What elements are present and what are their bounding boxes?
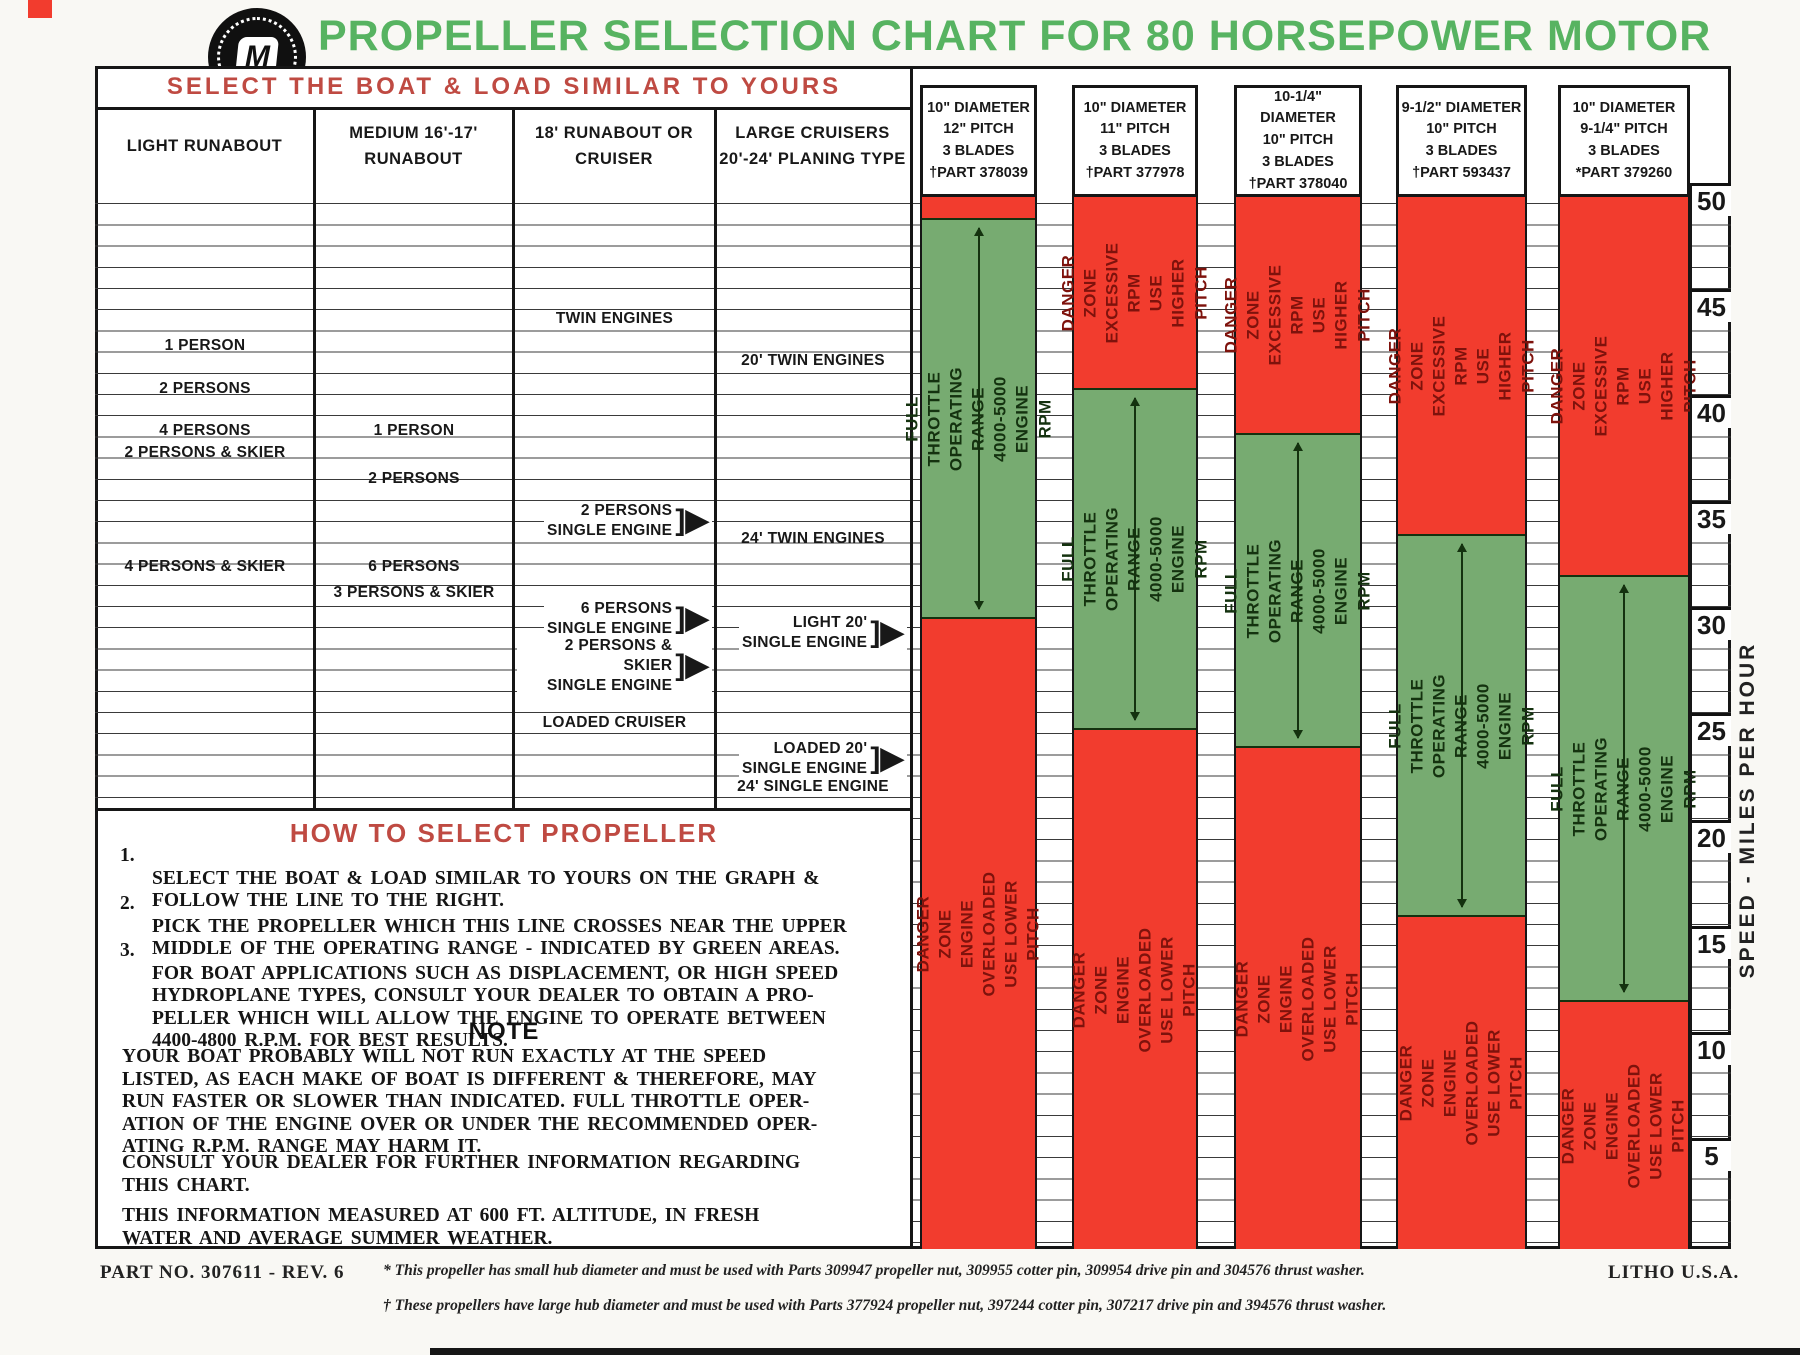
propeller-band-5: DANGER ZONE EXCESSIVE RPM USE HIGHER PIT… [1548, 197, 1699, 1249]
scan-artifact [430, 1348, 1800, 1355]
boat-load-label: 2 PERSONS & SKIER SINGLE ENGINE]▶ [517, 636, 712, 696]
speed-axis-label: SPEED - MILES PER HOUR [1736, 641, 1759, 979]
column-divider [512, 110, 515, 811]
column-divider [313, 110, 316, 811]
speed-tick: 25 [1692, 713, 1731, 746]
propeller-band-2: DANGER ZONE EXCESSIVE RPM USE HIGHER PIT… [1059, 197, 1210, 1249]
boat-load-label: 4 PERSONS [159, 421, 251, 439]
boat-load-label: 1 PERSON [373, 421, 455, 439]
column-header-large-cruisers: LARGE CRUISERS 20'-24' PLANING TYPE [719, 123, 906, 168]
grid-gap-column [1527, 183, 1558, 1249]
note-paragraph: CONSULT YOUR DEALER FOR FURTHER INFORMAT… [122, 1152, 801, 1196]
note-paragraph: THIS INFORMATION MEASURED AT 600 FT. ALT… [122, 1205, 760, 1249]
propeller-band-3: DANGER ZONE EXCESSIVE RPM USE HIGHER PIT… [1222, 197, 1373, 1249]
boat-load-label: 2 PERSONS [159, 379, 251, 397]
right-arrow-icon: ]▶ [870, 742, 904, 775]
danger-zone-excessive-rpm: DANGER ZONE EXCESSIVE RPM USE HIGHER PIT… [1548, 197, 1699, 575]
speed-tick: 15 [1692, 926, 1731, 959]
boat-load-label: 6 PERSONS [368, 557, 460, 575]
boat-load-label: LIGHT 20' SINGLE ENGINE]▶ [719, 612, 907, 654]
note-paragraph: YOUR BOAT PROBABLY WILL NOT RUN EXACTLY … [122, 1046, 818, 1157]
propeller-header-4: 9-1/2" DIAMETER 10" PITCH 3 BLADES †PART 59… [1396, 85, 1527, 197]
propeller-band-4: DANGER ZONE EXCESSIVE RPM USE HIGHER PIT… [1385, 197, 1537, 1249]
operating-range-zone: FULL THROTTLE OPERATING RANGE 4000-5000 … [1385, 534, 1537, 917]
boat-load-label: 4 PERSONS & SKIER [124, 557, 286, 575]
right-arrow-icon: ]▶ [675, 504, 709, 537]
speed-scale: 50 45 40 35 30 25 20 15 10 5 [1690, 183, 1731, 1249]
note-heading: NOTE [468, 1018, 540, 1045]
danger-zone-excessive-rpm: DANGER ZONE EXCESSIVE RPM USE HIGHER PIT… [1222, 197, 1373, 433]
propeller-header-5: 10" DIAMETER 9-1/4" PITCH 3 BLADES *PART 37… [1558, 85, 1690, 197]
right-arrow-icon: ]▶ [870, 616, 904, 649]
danger-zone-excessive-rpm: DANGER ZONE EXCESSIVE RPM USE HIGHER PIT… [1059, 197, 1210, 388]
right-arrow-icon: ]▶ [675, 649, 709, 682]
boat-load-label: 1 PERSON [164, 336, 246, 354]
range-arrow-icon [1130, 397, 1140, 721]
danger-zone-overloaded: DANGER ZONE ENGINE OVERLOADED USE LOWER … [1233, 748, 1362, 1249]
column-header-18ft-runabout: 18' RUNABOUT OR CRUISER [534, 123, 694, 168]
footnote-small-hub: * This propeller has small hub diameter … [383, 1262, 1365, 1279]
boat-load-label: 2 PERSONS SINGLE ENGINE]▶ [517, 500, 712, 542]
danger-zone-overloaded: DANGER ZONE ENGINE OVERLOADED USE LOWER … [1396, 917, 1526, 1249]
range-arrow-icon [1293, 442, 1303, 739]
propeller-header-3: 10-1/4" DIAMETER 10" PITCH 3 BLADES †PART 3… [1234, 85, 1362, 197]
danger-zone-overloaded: DANGER ZONE ENGINE OVERLOADED USE LOWER … [913, 619, 1043, 1249]
speed-tick: 10 [1692, 1032, 1731, 1065]
page-title: PROPELLER SELECTION CHART FOR 80 HORSEPO… [318, 12, 1712, 60]
grid-gap-column [1198, 183, 1234, 1249]
footnote-large-hub: † These propellers have large hub diamet… [383, 1297, 1387, 1314]
grid-gap-column [1037, 183, 1072, 1249]
range-arrow-icon [1619, 584, 1629, 993]
column-divider [714, 110, 717, 811]
litho-mark: LITHO U.S.A. [1608, 1262, 1740, 1283]
operating-range-zone: FULL THROTTLE OPERATING RANGE 4000-5000 … [1059, 388, 1210, 730]
speed-tick: 35 [1692, 501, 1731, 534]
danger-zone-overloaded: DANGER ZONE ENGINE OVERLOADED USE LOWER … [1559, 1002, 1688, 1249]
danger-zone-excessive-rpm [922, 197, 1035, 218]
operating-range-zone: FULL THROTTLE OPERATING RANGE 4000-5000 … [1548, 575, 1699, 1002]
speed-tick: 50 [1692, 183, 1731, 216]
danger-zone-excessive-rpm: DANGER ZONE EXCESSIVE RPM USE HIGHER PIT… [1385, 197, 1537, 534]
boat-load-label: 2 PERSONS & SKIER [124, 443, 286, 461]
speed-tick: 20 [1692, 820, 1731, 853]
boat-load-label: 20' TWIN ENGINES [741, 351, 885, 369]
speed-tick: 5 [1692, 1138, 1731, 1171]
scan-artifact [28, 0, 52, 18]
boat-load-label: 6 PERSONS SINGLE ENGINE]▶ [517, 598, 712, 640]
grid-gap-column [913, 183, 920, 1249]
grid-gap-column [1362, 183, 1396, 1249]
part-number: PART NO. 307611 - REV. 6 [100, 1262, 345, 1283]
boat-load-label: 2 PERSONS [368, 469, 460, 487]
speed-tick: 40 [1692, 395, 1731, 428]
howto-heading: HOW TO SELECT PROPELLER [289, 818, 719, 848]
column-header-light-runabout: LIGHT RUNABOUT [126, 136, 283, 155]
instruction-item: 3. FOR BOAT APPLICATIONS SUCH AS DISPLACE… [120, 940, 839, 1051]
column-header-medium-runabout: MEDIUM 16'-17' RUNABOUT [349, 123, 478, 168]
propeller-header-2: 10" DIAMETER 11" PITCH 3 BLADES †PART 37797… [1072, 85, 1198, 197]
instruction-item: 1. SELECT THE BOAT & LOAD SIMILAR TO YOUR… [120, 845, 820, 911]
table-chart-divider [910, 66, 913, 1249]
boat-load-label: LOADED CRUISER [542, 713, 687, 731]
propeller-header-1: 10" DIAMETER 12" PITCH 3 BLADES †PART 37803… [920, 85, 1037, 197]
speed-tick: 30 [1692, 607, 1731, 640]
instruction-item: 2. PICK THE PROPELLER WHICH THIS LINE CRO… [120, 893, 847, 959]
range-arrow-icon [1456, 543, 1467, 908]
boat-load-label: LOADED 20' SINGLE ENGINE]▶ [719, 738, 907, 780]
select-boat-header: SELECT THE BOAT & LOAD SIMILAR TO YOURS [95, 66, 913, 110]
right-arrow-icon: ]▶ [675, 602, 709, 635]
boat-load-label: TWIN ENGINES [555, 309, 674, 327]
boat-load-label: 24' TWIN ENGINES [741, 529, 885, 547]
propeller-band-1: FULL THROTTLE OPERATING RANGE 4000-5000 … [902, 197, 1054, 1249]
operating-range-zone: FULL THROTTLE OPERATING RANGE 4000-5000 … [902, 218, 1054, 619]
boat-load-label: 3 PERSONS & SKIER [333, 583, 495, 601]
speed-tick: 45 [1692, 289, 1731, 322]
boat-load-grid [95, 183, 913, 811]
operating-range-zone: FULL THROTTLE OPERATING RANGE 4000-5000 … [1222, 433, 1373, 748]
danger-zone-overloaded: DANGER ZONE ENGINE OVERLOADED USE LOWER … [1070, 730, 1199, 1249]
range-arrow-icon [973, 227, 984, 610]
boat-load-label: 24' SINGLE ENGINE [737, 777, 889, 795]
